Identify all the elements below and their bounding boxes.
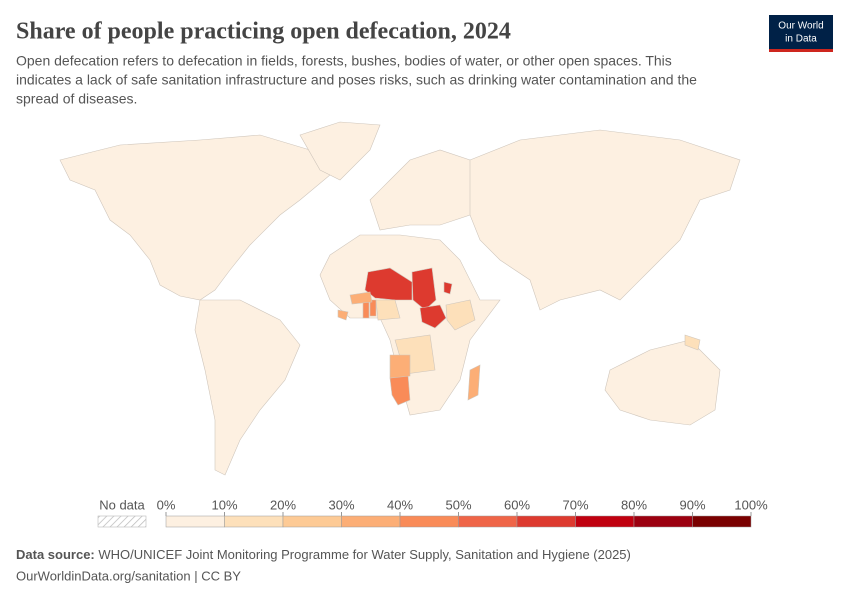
legend-tick-label: 10% xyxy=(211,497,237,512)
region xyxy=(362,301,370,319)
legend-tick-label: 80% xyxy=(621,497,647,512)
legend-tick-label: 90% xyxy=(679,497,705,512)
region xyxy=(389,354,411,379)
region xyxy=(411,267,437,311)
legend-tick-label: 40% xyxy=(387,497,413,512)
logo-bar xyxy=(769,49,833,52)
subtitle: indicates a lack of safe sanitation infr… xyxy=(16,72,697,88)
legend: No data 0% 10% 20% 30% 40% 50% 60% 70% 80% 90% 100… xyxy=(97,497,768,528)
logo-text: in Data xyxy=(785,34,817,45)
land xyxy=(299,121,381,181)
legend-tick-label: 60% xyxy=(504,497,530,512)
region xyxy=(337,309,349,321)
land xyxy=(469,129,741,311)
logo-box xyxy=(769,15,833,51)
region xyxy=(445,299,476,331)
legend-tick-label: 0% xyxy=(157,497,176,512)
region xyxy=(443,281,453,295)
legend-bin xyxy=(399,515,459,528)
legend-bin xyxy=(224,515,284,528)
url: OurWorldinData.org/sanitation | CC BY xyxy=(16,568,241,583)
legend-bin xyxy=(165,515,225,528)
region xyxy=(375,299,401,321)
source-label: Data source: xyxy=(16,547,95,562)
region xyxy=(369,299,377,317)
land xyxy=(369,149,481,231)
region xyxy=(349,291,373,305)
land xyxy=(59,134,331,301)
legend-tick-label: 70% xyxy=(562,497,588,512)
region xyxy=(467,364,481,401)
legend-tick-label: 20% xyxy=(270,497,296,512)
legend-tick-label: 100% xyxy=(734,497,768,512)
legend-bin xyxy=(633,515,693,528)
region xyxy=(389,374,411,406)
map xyxy=(59,121,741,476)
no-data-swatch xyxy=(97,515,147,528)
legend-tick-label: 30% xyxy=(328,497,354,512)
logo-text: Our World xyxy=(778,21,823,32)
subtitle: Open defecation refers to defecation in … xyxy=(16,53,672,69)
source: Data source: WHO/UNICEF Joint Monitoring… xyxy=(16,547,631,562)
legend-bin xyxy=(458,515,518,528)
subtitle: spread of diseases. xyxy=(16,91,137,107)
land xyxy=(194,299,301,476)
legend-bin xyxy=(575,515,635,528)
legend-bin xyxy=(516,515,576,528)
legend-bin xyxy=(282,515,342,528)
land xyxy=(604,339,721,426)
logo[interactable]: Our World in Data xyxy=(769,15,833,52)
region xyxy=(419,304,447,329)
region xyxy=(364,267,413,301)
source-text: WHO/UNICEF Joint Monitoring Programme fo… xyxy=(98,547,631,562)
no-data-label: No data xyxy=(99,497,145,512)
legend-bin xyxy=(341,515,401,528)
region xyxy=(684,334,701,351)
legend-tick-label: 50% xyxy=(445,497,471,512)
chart-title: Share of people practicing open defecati… xyxy=(16,19,511,45)
legend-bin xyxy=(692,515,752,528)
